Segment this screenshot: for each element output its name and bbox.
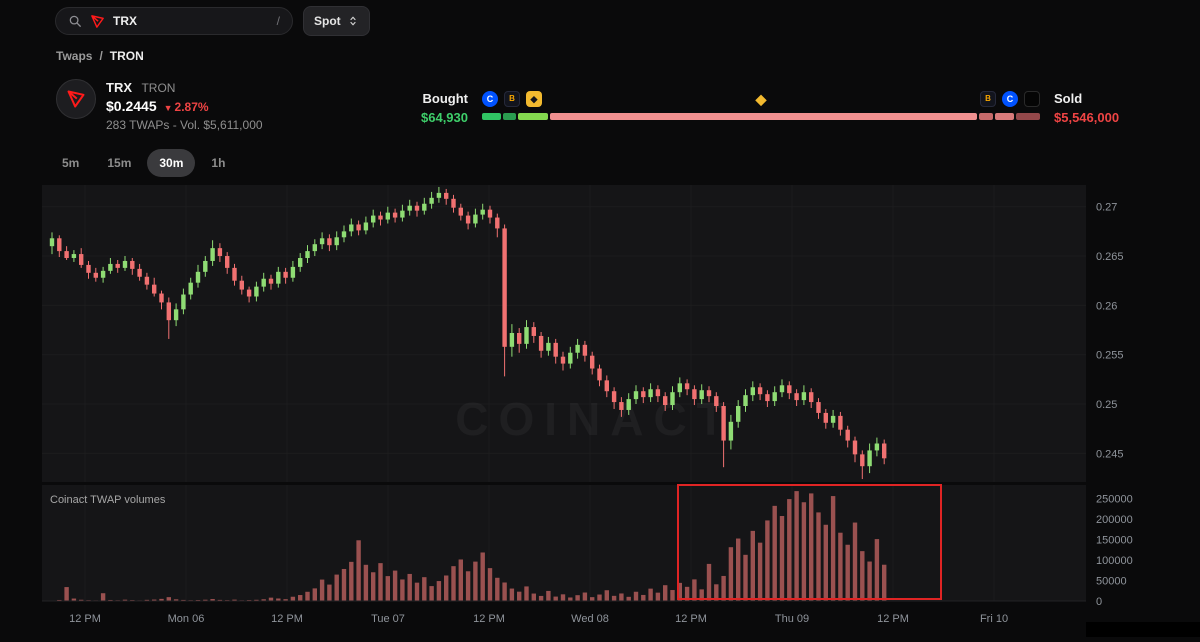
timeframe-15m[interactable]: 15m <box>95 149 143 177</box>
sold-value: $5,546,000 <box>1054 110 1128 125</box>
bybit-icon: B <box>980 91 996 107</box>
flow-segment <box>550 113 977 120</box>
time-axis-label: 12 PM <box>473 613 505 625</box>
mid-exchange-icon: ◆ <box>752 91 770 107</box>
search-bar[interactable]: TRX / <box>55 7 293 35</box>
price-change: ▼2.87% <box>164 100 209 114</box>
bought-value: $64,930 <box>421 110 468 125</box>
flow-segment <box>995 113 1013 120</box>
price-axis-label: 0.255 <box>1096 350 1124 362</box>
time-axis-label: 12 PM <box>675 613 707 625</box>
volume-axis-label: 50000 <box>1096 576 1127 588</box>
token-price: $0.2445 <box>106 98 157 114</box>
topbar: TRX / Spot <box>55 6 370 36</box>
down-arrow-icon: ▼ <box>164 103 173 113</box>
token-header: TRX TRON $0.2445 ▼2.87% 283 TWAPs - Vol.… <box>56 79 263 132</box>
price-axis-label: 0.245 <box>1096 448 1124 460</box>
price-axis-label: 0.26 <box>1096 300 1117 312</box>
flow-segment <box>1016 113 1040 120</box>
price-axis-label: 0.265 <box>1096 251 1124 263</box>
time-axis-label: 12 PM <box>877 613 909 625</box>
timeframe-30m[interactable]: 30m <box>147 149 195 177</box>
price-volume-chart[interactable]: 12 PM Mon 06 12 PM Tue 07 12 PM Wed 08 12 PM Th… <box>42 185 1200 637</box>
bought-sold-ratio-bar <box>482 113 1040 120</box>
bottom-right-corner-panel <box>1086 622 1200 637</box>
time-axis-label: Tue 07 <box>371 613 405 625</box>
token-symbol: TRX <box>106 80 132 95</box>
bought-label: Bought <box>423 91 468 106</box>
breadcrumb-separator: / <box>99 49 102 63</box>
market-type-value: Spot <box>314 14 341 28</box>
time-axis-label: 12 PM <box>271 613 303 625</box>
keyboard-shortcut-hint: / <box>277 14 280 28</box>
token-logo <box>56 79 96 119</box>
okx-icon <box>1024 91 1040 107</box>
volume-axis-label: 100000 <box>1096 555 1133 567</box>
time-axis-label: Wed 08 <box>571 613 609 625</box>
price-axis-label: 0.27 <box>1096 202 1117 214</box>
watermark: COINACT <box>455 393 735 445</box>
flow-segment <box>482 113 501 120</box>
time-axis-label: Mon 06 <box>168 613 205 625</box>
binance-icon: ◆ <box>752 91 770 107</box>
breadcrumb: Twaps / TRON <box>56 49 144 63</box>
coinbase-icon: C <box>482 91 498 107</box>
volume-axis-label: 200000 <box>1096 514 1133 526</box>
trx-token-icon <box>90 14 105 29</box>
flow-segment <box>979 113 994 120</box>
binance-icon: ◆ <box>526 91 542 107</box>
sort-arrows-icon <box>347 15 359 27</box>
token-stats: 283 TWAPs - Vol. $5,611,000 <box>106 118 263 132</box>
token-network: TRON <box>141 81 175 95</box>
price-change-value: 2.87% <box>175 100 209 114</box>
timeframe-1h[interactable]: 1h <box>199 149 237 177</box>
volume-panel-label: Coinact TWAP volumes <box>50 494 166 506</box>
sold-label: Sold <box>1054 91 1128 106</box>
bought-column: Bought $64,930 <box>398 91 468 125</box>
time-axis-label: 12 PM <box>69 613 101 625</box>
time-axis-label: Fri 10 <box>980 613 1008 625</box>
flow-segment <box>518 113 548 120</box>
breadcrumb-twaps[interactable]: Twaps <box>56 49 92 63</box>
volume-axis-label: 0 <box>1096 596 1102 608</box>
volume-axis-label: 150000 <box>1096 535 1133 547</box>
sold-column: Sold $5,546,000 <box>1054 91 1128 125</box>
price-axis-label: 0.25 <box>1096 399 1117 411</box>
breadcrumb-token[interactable]: TRON <box>110 49 144 63</box>
coinbase-icon: C <box>1002 91 1018 107</box>
market-type-select[interactable]: Spot <box>303 6 370 36</box>
flow-segment <box>503 113 516 120</box>
timeframe-5m[interactable]: 5m <box>50 149 91 177</box>
search-icon <box>68 14 82 28</box>
volume-axis-label: 250000 <box>1096 494 1133 506</box>
bybit-icon: B <box>504 91 520 107</box>
time-axis-label: Thu 09 <box>775 613 809 625</box>
search-value: TRX <box>113 14 137 28</box>
